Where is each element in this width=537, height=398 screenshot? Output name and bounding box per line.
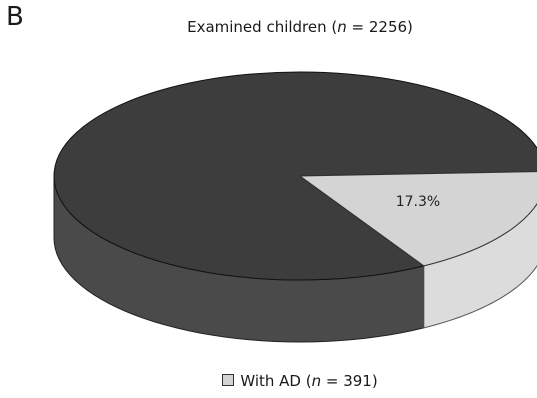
- legend-label-n: n: [311, 372, 322, 390]
- panel-letter: B: [6, 2, 24, 32]
- pie-group: 17.3%: [53, 71, 537, 343]
- chart-legend: With AD (n = 391): [0, 372, 537, 390]
- legend-swatch-with-ad: [222, 374, 235, 386]
- chart-title: Examined children (n = 2256): [0, 18, 537, 36]
- slice-label-with-ad: 17.3%: [396, 194, 440, 210]
- pie-slice-with-ad: [298, 171, 537, 267]
- chart-title-n: n: [337, 18, 347, 36]
- legend-label-prefix: With AD (: [240, 372, 312, 390]
- chart-title-prefix: Examined children (: [187, 18, 338, 36]
- pie-slice-big: [53, 71, 537, 281]
- legend-label-suffix: = 391): [321, 372, 378, 390]
- chart-title-suffix: = 2256): [346, 18, 413, 36]
